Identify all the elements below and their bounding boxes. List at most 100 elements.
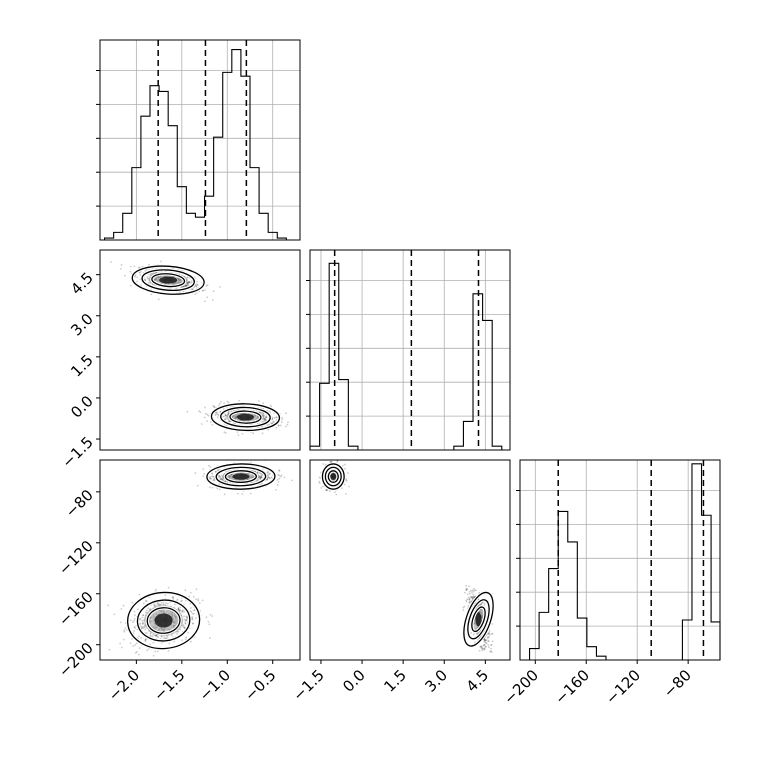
scatter-point xyxy=(192,595,195,598)
scatter-point xyxy=(221,478,224,481)
scatter-point xyxy=(139,622,142,625)
scatter-point xyxy=(219,401,222,403)
scatter-point xyxy=(479,646,482,648)
scatter-point xyxy=(138,271,141,274)
scatter-point xyxy=(185,636,188,639)
scatter-point xyxy=(156,635,159,638)
scatter-point xyxy=(482,648,484,650)
scatter-point xyxy=(483,602,486,605)
scatter-point xyxy=(188,281,191,284)
scatter-point xyxy=(214,414,217,417)
scatter-point xyxy=(154,635,157,637)
scatter-point xyxy=(141,623,144,625)
scatter-point xyxy=(264,419,267,421)
scatter-point xyxy=(334,491,336,494)
scatter-point xyxy=(160,635,163,638)
scatter-point xyxy=(152,633,155,636)
scatter-point xyxy=(484,639,487,642)
scatter-point xyxy=(190,281,193,283)
scatter-point xyxy=(167,586,170,589)
scatter-point xyxy=(473,589,476,592)
scatter-point xyxy=(195,285,198,287)
panel-frame xyxy=(309,459,511,661)
scatter-point xyxy=(227,401,230,404)
scatter-point xyxy=(481,646,483,648)
scatter-point xyxy=(217,413,220,416)
scatter-point xyxy=(283,476,286,479)
hist-step-line xyxy=(520,463,721,661)
scatter-points xyxy=(318,460,495,654)
scatter-point xyxy=(201,599,204,602)
scatter-point xyxy=(211,299,214,301)
contour-line xyxy=(463,591,494,647)
scatter-point xyxy=(226,400,229,403)
contour-line xyxy=(151,273,186,288)
scatter-point xyxy=(261,432,264,435)
scatter-point xyxy=(188,280,191,283)
scatter-point xyxy=(179,608,182,611)
contour-line xyxy=(229,410,262,424)
scatter-point xyxy=(264,416,267,419)
scatter-point xyxy=(140,626,143,629)
scatter-point xyxy=(467,596,470,599)
scatter-point xyxy=(269,404,272,407)
scatter-point xyxy=(465,600,468,603)
scatter-point xyxy=(162,603,165,605)
scatter-point xyxy=(195,588,198,591)
scatter-point xyxy=(225,416,228,419)
scatter-point xyxy=(164,594,167,596)
scatter-point xyxy=(484,645,487,648)
scatter-point xyxy=(322,462,325,465)
scatter-point xyxy=(224,414,227,417)
scatter-point xyxy=(134,627,137,629)
scatter-point xyxy=(344,463,346,466)
scatter-point xyxy=(149,635,152,637)
scatter-point xyxy=(272,421,275,423)
scatter-point xyxy=(192,612,195,615)
scatter-point xyxy=(211,486,214,489)
scatter-point xyxy=(465,599,467,602)
contour-line xyxy=(210,403,281,432)
scatter-point xyxy=(162,603,164,606)
scatter-point xyxy=(138,635,140,638)
scatter-point xyxy=(194,293,196,296)
scatter-point xyxy=(130,284,132,287)
scatter-point xyxy=(216,412,219,414)
scatter-point xyxy=(277,481,280,483)
contour-line xyxy=(327,470,339,483)
scatter-point xyxy=(472,595,475,598)
scatter-point xyxy=(286,423,289,426)
scatter-point xyxy=(142,619,145,622)
scatter-point xyxy=(186,282,189,285)
scatter-point xyxy=(160,260,162,263)
scatter-point xyxy=(489,644,492,647)
scatter-point xyxy=(483,647,486,650)
scatter-point xyxy=(263,414,266,417)
scatter-point xyxy=(236,492,239,495)
scatter-point xyxy=(241,493,244,495)
scatter-point xyxy=(219,476,221,479)
scatter-point xyxy=(163,636,166,639)
scatter-point xyxy=(471,591,473,594)
scatter-point xyxy=(490,643,493,646)
scatter-point xyxy=(188,281,191,284)
scatter-point xyxy=(180,600,182,603)
scatter-point xyxy=(120,264,123,266)
scatter-point xyxy=(185,284,188,287)
scatter-point xyxy=(152,641,155,644)
scatter-point xyxy=(186,283,189,286)
scatter-point xyxy=(277,424,280,427)
scatter-point xyxy=(140,625,142,628)
scatter-point xyxy=(186,282,189,285)
scatter-point xyxy=(212,475,215,478)
scatter-point xyxy=(276,478,279,481)
scatter-point xyxy=(259,476,262,479)
scatter-point xyxy=(277,424,280,427)
scatter-point xyxy=(205,284,208,287)
scatter-point xyxy=(149,274,152,276)
scatter-point xyxy=(135,650,138,653)
scatter-point xyxy=(468,601,471,604)
scatter-point xyxy=(184,622,187,625)
scatter-point xyxy=(156,603,159,606)
